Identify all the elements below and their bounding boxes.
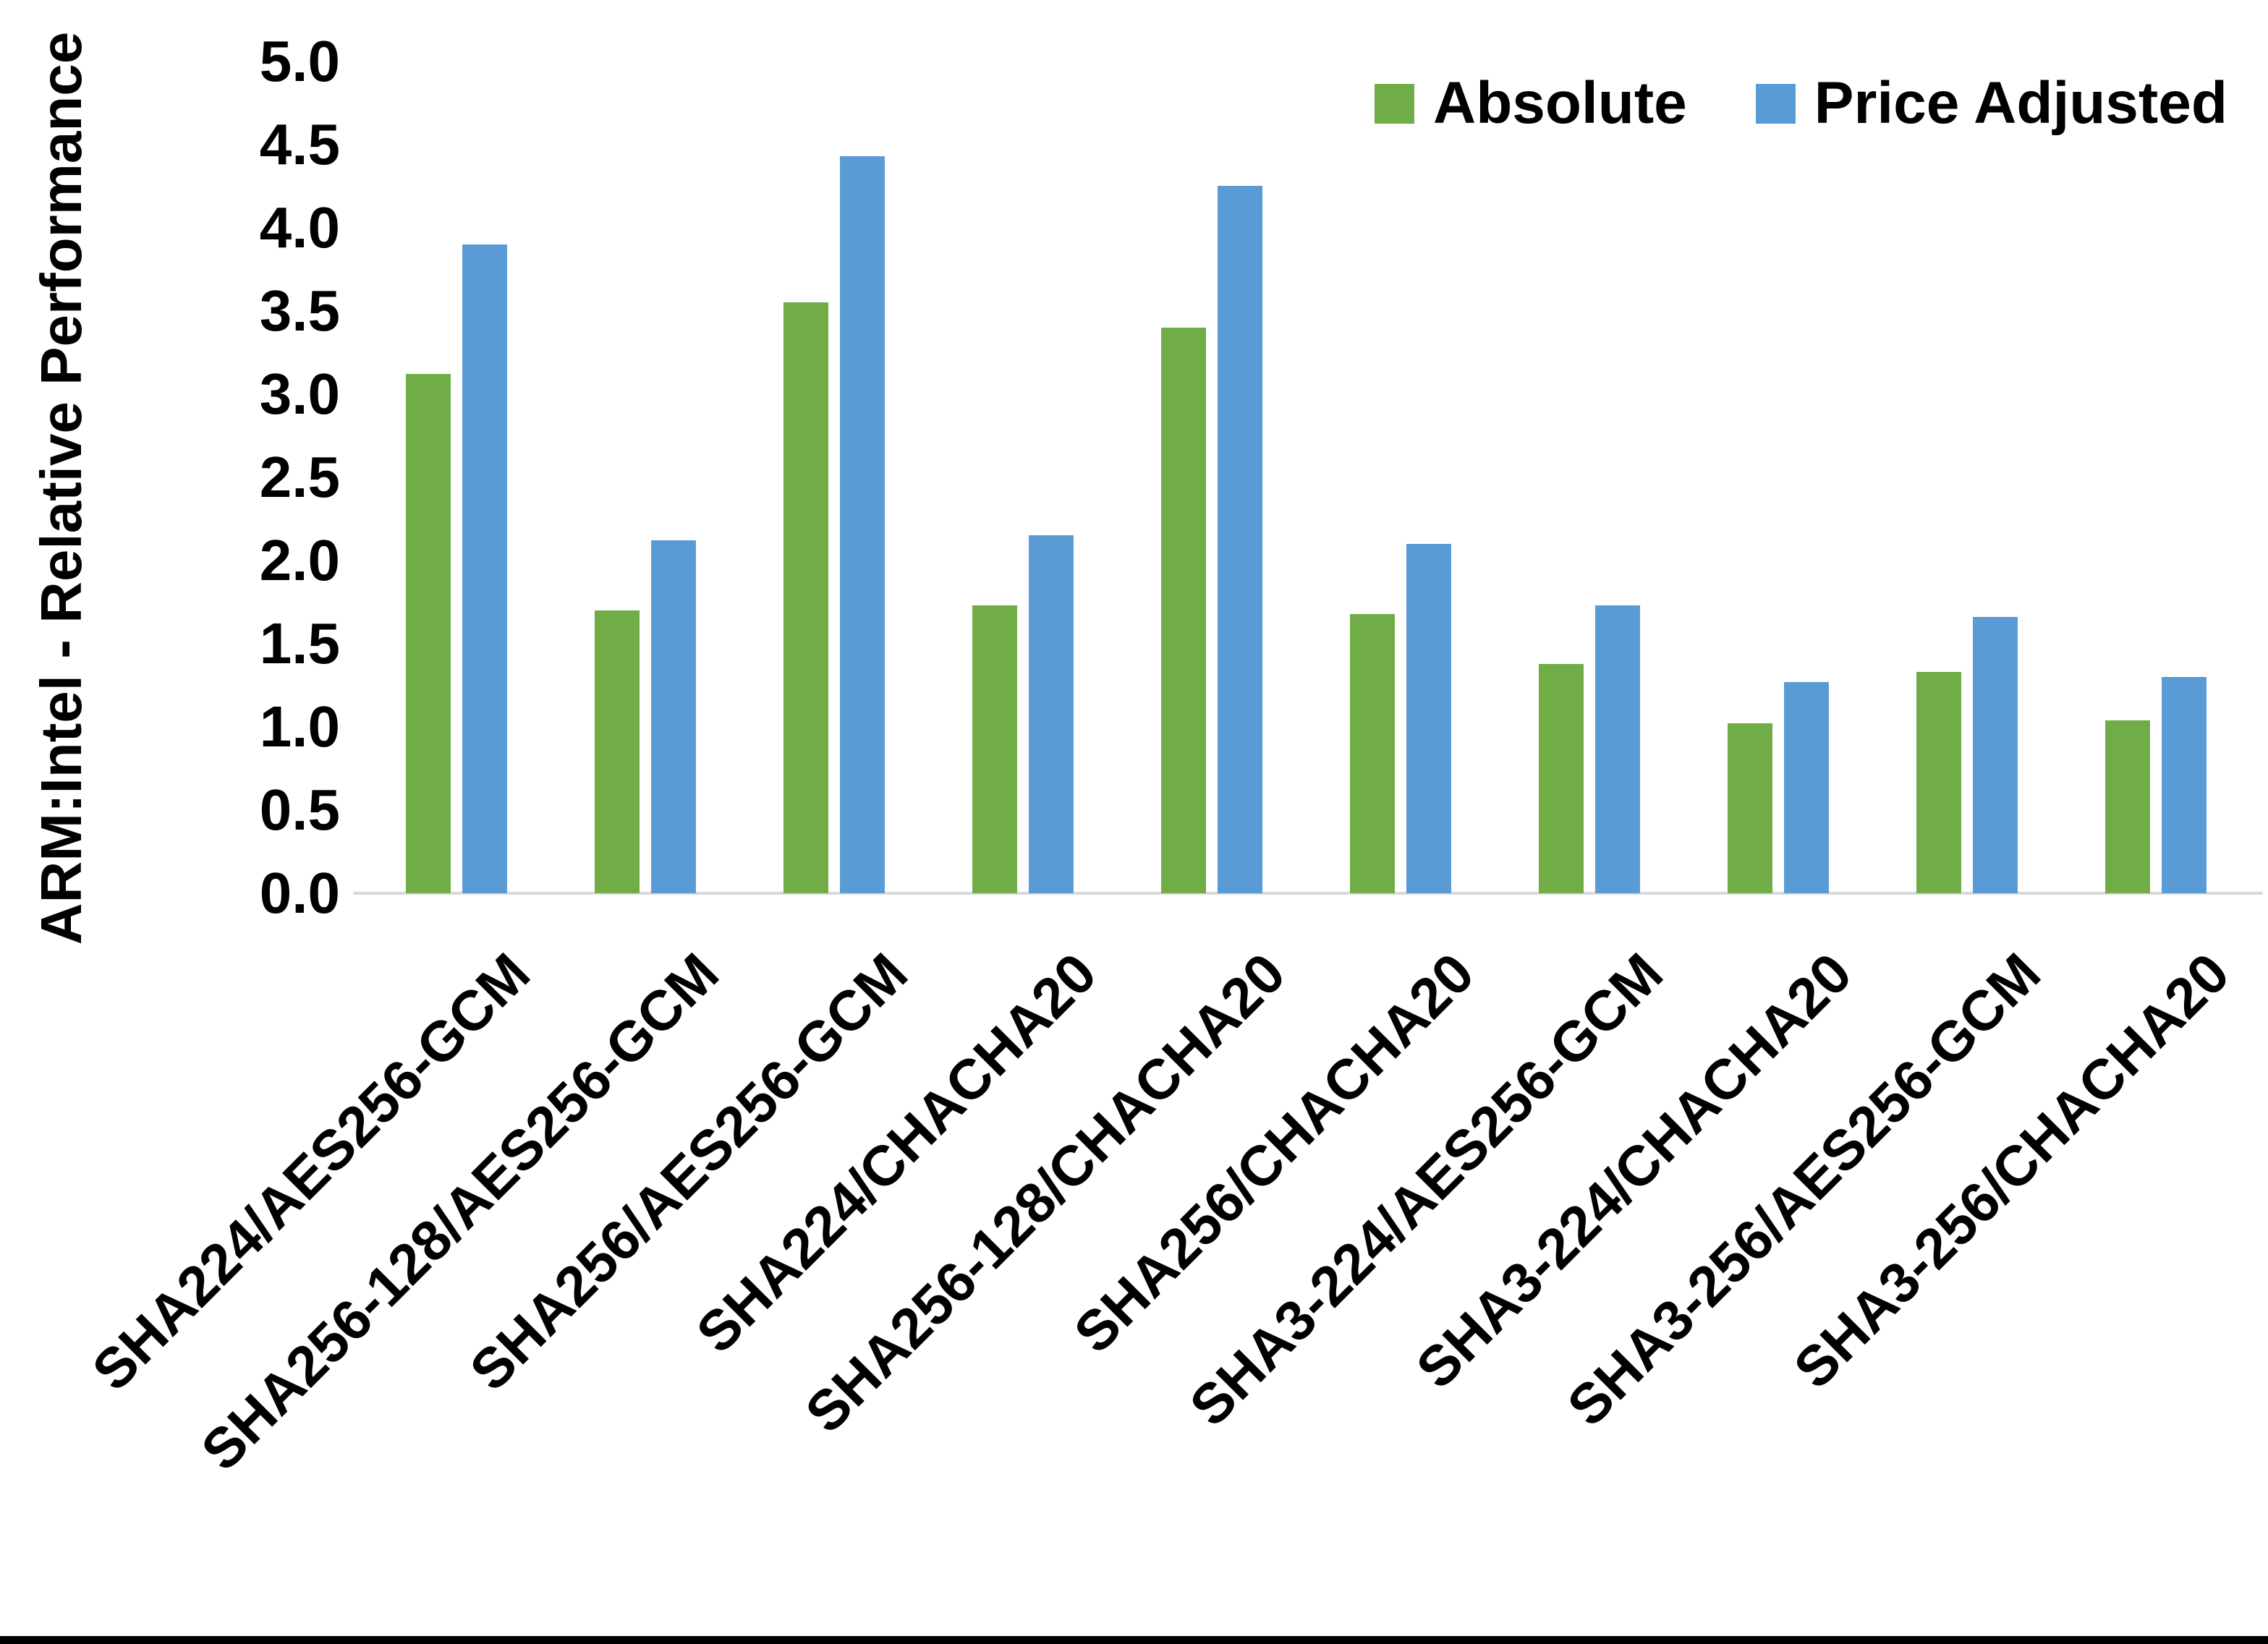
bar-price-adjusted: [1595, 605, 1640, 893]
legend-label-absolute: Absolute: [1433, 70, 1687, 136]
x-category-label: SHA224/AES256-GCM: [80, 940, 542, 1403]
bar-price-adjusted: [651, 540, 696, 893]
y-tick-label: 3.5: [259, 278, 340, 343]
bar-absolute: [1728, 723, 1772, 893]
y-tick-label: 4.0: [259, 195, 340, 260]
y-tick-label: 2.0: [259, 528, 340, 592]
x-category-label: SHA256/AES256-GCM: [457, 940, 919, 1403]
bar-absolute: [1161, 328, 1206, 893]
legend-item-absolute: Absolute: [1375, 69, 1687, 137]
bar-price-adjusted: [1406, 544, 1451, 893]
y-tick-label: 2.5: [259, 445, 340, 509]
legend: Absolute Price Adjusted: [1375, 69, 2227, 137]
bar-price-adjusted: [840, 156, 885, 893]
y-tick-label: 4.5: [259, 112, 340, 176]
x-category-label: SHA256/CHACHA20: [1061, 940, 1486, 1366]
figure-bottom-border: [0, 1636, 2268, 1644]
x-category-label: SHA224/CHACHA20: [684, 940, 1108, 1366]
bar-absolute: [595, 610, 640, 893]
bar-price-adjusted: [1784, 682, 1829, 893]
x-category-label: SHA256-128/CHACHA20: [793, 940, 1297, 1445]
bar-absolute: [972, 605, 1017, 893]
legend-swatch-absolute: [1375, 83, 1414, 124]
bar-price-adjusted: [1218, 186, 1262, 893]
x-category-label: SHA3-224/AES256-GCM: [1177, 940, 1675, 1439]
x-category-label: SHA3-256/CHACHA20: [1781, 940, 2241, 1401]
legend-swatch-price-adjusted: [1755, 83, 1796, 124]
x-category-label: SHA3-256/AES256-GCM: [1555, 940, 2052, 1439]
legend-item-price-adjusted: Price Adjusted: [1755, 69, 2227, 137]
bar-absolute: [783, 302, 828, 893]
y-tick-label: 3.0: [259, 362, 340, 426]
bar-price-adjusted: [462, 244, 507, 893]
y-tick-label: 1.0: [259, 694, 340, 759]
bar-price-adjusted: [1029, 535, 1074, 893]
y-tick-label: 0.0: [259, 861, 340, 925]
bar-absolute: [1916, 672, 1961, 893]
bar-absolute: [2105, 720, 2150, 893]
y-tick-label: 0.5: [259, 778, 340, 842]
bar-absolute: [1539, 664, 1584, 893]
bar-price-adjusted: [1973, 617, 2018, 893]
bar-absolute: [1350, 614, 1395, 893]
x-axis-line: [353, 892, 2263, 895]
y-tick-label: 1.5: [259, 611, 340, 676]
legend-label-price-adjusted: Price Adjusted: [1814, 70, 2227, 136]
x-category-label: SHA256-128/AES256-GCM: [189, 940, 731, 1483]
x-category-label: SHA3-224/CHACHA20: [1403, 940, 1864, 1401]
y-tick-label: 5.0: [259, 29, 340, 93]
bar-price-adjusted: [2162, 677, 2207, 893]
bar-absolute: [406, 374, 451, 893]
